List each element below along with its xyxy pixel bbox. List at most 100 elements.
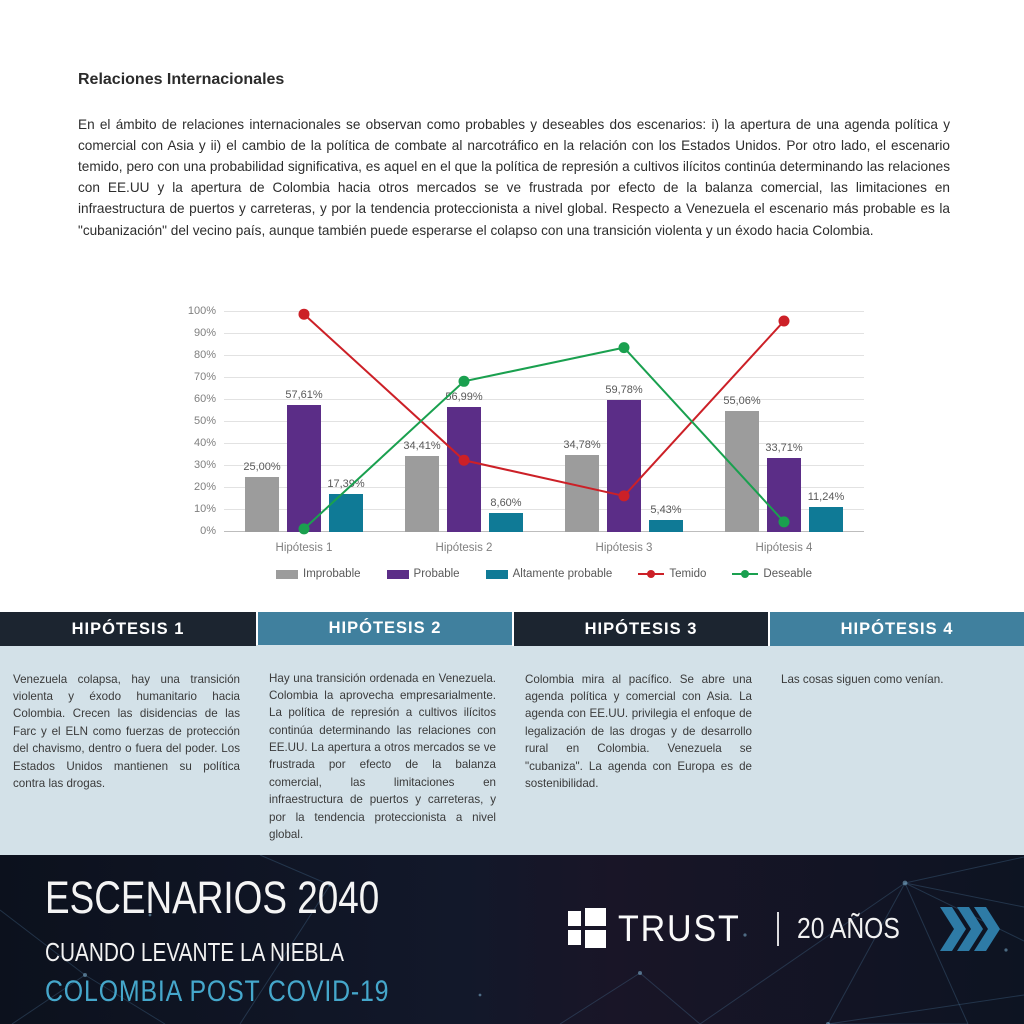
x-axis-category-label: Hipótesis 3 [595,542,653,554]
x-axis-category-label: Hipótesis 2 [435,542,493,554]
x-axis-category-label: Hipótesis 4 [755,542,813,554]
bar-value-label: 33,71% [765,441,803,454]
escenarios-tagline: COLOMBIA POST COVID-19 [45,975,390,1008]
divider-bar [777,912,780,946]
hypothesis-card-2: HIPÓTESIS 2 Hay una transición ordenada … [256,612,512,855]
legend-line-marker [638,570,665,578]
gridline [224,509,864,510]
legend-label: Improbable [303,568,361,580]
bar-value-label: 55,06% [723,394,761,407]
bar-probable [447,406,481,532]
gridline [224,355,864,356]
line-point-temido [298,308,310,320]
gridline [224,443,864,444]
bar-altamente-probable [649,520,683,532]
trust-squares-icon [568,908,606,948]
legend-label: Temido [669,568,707,580]
bar-improbable [245,477,279,532]
hypothesis-2-text: Hay una transición ordenada en Venezuela… [269,671,496,842]
y-axis-tick-label: 30% [193,459,216,471]
x-axis-category-label: Hipótesis 1 [275,542,333,554]
legend-swatch [276,569,298,579]
y-axis-tick-label: 80% [193,349,216,361]
legend-item: Temido [638,568,706,580]
bar-improbable [405,456,439,532]
hypothesis-4-text: Las cosas siguen como venían. [781,672,944,686]
line-point-temido [618,490,630,502]
trust-logo: TRUST 20 AÑOS [568,907,1014,951]
hypothesis-3-header: HIPÓTESIS 3 [512,612,768,646]
bar-value-label: 59,78% [605,384,643,397]
y-axis-tick-label: 100% [187,305,216,317]
bar-value-label: 5,43% [650,504,682,517]
gridline [224,399,864,400]
y-axis-tick-label: 10% [193,503,216,515]
legend-item: Deseable [732,568,812,580]
triple-chevron-icon [940,907,1001,951]
hypotheses-section: HIPÓTESIS 1 Venezuela colapsa, hay una t… [0,612,1024,855]
gridline [224,377,864,378]
gridline [224,333,864,334]
legend-item: Improbable [276,568,361,580]
legend-label: Probable [413,568,460,580]
line-point-temido [458,454,470,466]
hypotheses-combo-chart: 25,00% 34,41% 34,78% 55,06% 57,61% 56,99% 59,7… [178,305,870,598]
anniversary-label: 20 AÑOS [797,912,901,945]
trust-wordmark: TRUST [618,908,741,949]
bar-value-label: 57,61% [285,389,323,402]
gridline [224,531,864,532]
bar-improbable [725,410,759,532]
y-axis-tick-label: 20% [193,481,216,493]
bar-value-label: 8,60% [490,497,522,510]
legend-line-marker [732,570,759,578]
y-axis-tick-label: 90% [193,327,216,339]
bar-value-label: 11,24% [807,491,845,504]
hypothesis-3-text: Colombia mira al pacífico. Se abre una a… [525,672,752,790]
line-temido [303,313,785,498]
footer-banner: ESCENARIOS 2040 CUANDO LEVANTE LA NIEBLA… [0,855,1024,1024]
chart-legend: Improbable Probable Altamente probable Temi… [224,568,864,580]
gridline [224,487,864,488]
gridline [224,465,864,466]
y-axis-tick-label: 0% [200,525,216,537]
y-axis-tick-label: 50% [193,415,216,427]
hypothesis-1-text: Venezuela colapsa, hay una transición vi… [13,672,240,790]
line-point-deseable [298,523,310,535]
y-axis-tick-label: 70% [193,371,216,383]
bar-value-label: 34,41% [403,440,441,453]
bar-value-label: 56,99% [445,390,483,403]
bar-value-label: 25,00% [243,461,281,473]
legend-label: Deseable [763,568,812,580]
y-axis-tick-label: 60% [193,393,216,405]
hypothesis-1-header: HIPÓTESIS 1 [0,612,256,646]
bar-probable [607,400,641,532]
escenarios-title: ESCENARIOS 2040 [45,872,380,923]
hypothesis-4-header: HIPÓTESIS 4 [768,612,1024,646]
line-point-deseable [458,375,470,387]
bar-probable [287,405,321,532]
line-overlay [298,308,790,535]
line-deseable [303,346,785,530]
page-title: Relaciones Internacionales [78,70,285,88]
chart-plot: 25,00% 34,41% 34,78% 55,06% 57,61% 56,99% 59,7… [224,308,864,535]
gridline [224,421,864,422]
intro-paragraph: En el ámbito de relaciones internacional… [78,116,950,238]
hypothesis-card-4: HIPÓTESIS 4 Las cosas siguen como venían… [768,612,1024,855]
y-axis-tick-label: 40% [193,437,216,449]
bar-altamente-probable [489,513,523,532]
line-point-temido [778,315,790,327]
hypothesis-card-3: HIPÓTESIS 3 Colombia mira al pacífico. S… [512,612,768,855]
line-point-deseable [618,342,630,354]
hypothesis-2-header: HIPÓTESIS 2 [256,612,512,645]
escenarios-subtitle: CUANDO LEVANTE LA NIEBLA [45,937,344,967]
line-point-deseable [778,516,790,528]
bar-value-label: 34,78% [563,439,601,452]
hypothesis-card-1: HIPÓTESIS 1 Venezuela colapsa, hay una t… [0,612,256,855]
bar-improbable [565,455,599,532]
legend-item: Altamente probable [485,568,613,580]
legend-swatch [386,569,409,579]
legend-label: Altamente probable [512,568,613,580]
gridline [224,311,864,312]
legend-item: Probable [386,568,460,580]
